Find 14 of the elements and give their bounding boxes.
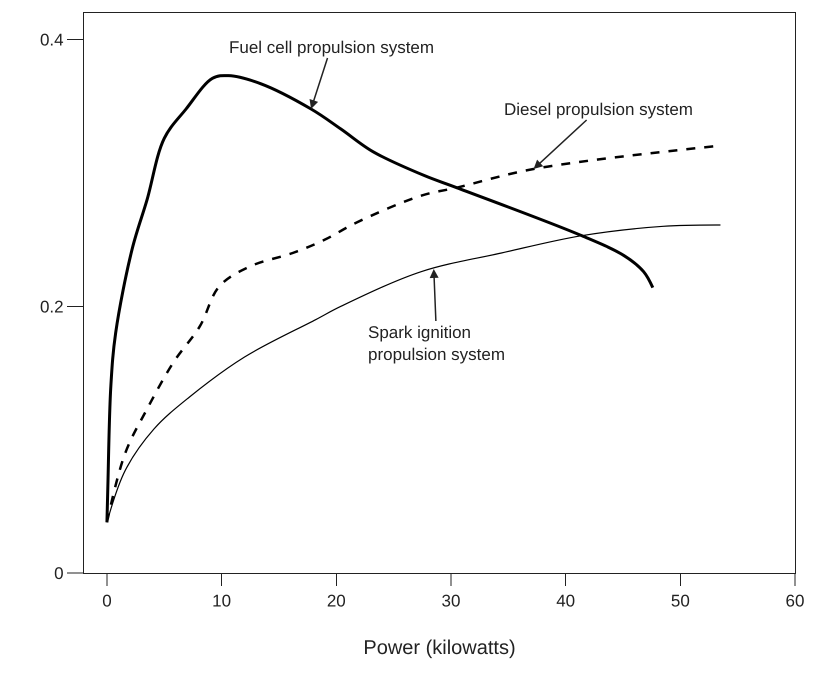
x-tick-label: 0: [102, 591, 112, 610]
y-tick-label: 0.4: [40, 30, 64, 50]
x-tick-label: 20: [326, 591, 346, 610]
x-tick-label: 60: [786, 591, 804, 610]
y-tick-label: 0: [54, 564, 64, 583]
annotation: Spark ignition propulsion system: [368, 323, 506, 364]
y-tick-label: 0.2: [40, 297, 64, 316]
x-tick-label: 50: [670, 591, 690, 610]
x-axis-title: Power (kilowatts): [363, 636, 516, 659]
annotation: Diesel propulsion system: [504, 100, 693, 119]
annotation: Fuel cell propulsion system: [229, 38, 434, 57]
x-tick-label: 40: [556, 591, 576, 610]
x-tick-label: 10: [212, 591, 232, 610]
x-tick-label: 30: [442, 591, 460, 610]
